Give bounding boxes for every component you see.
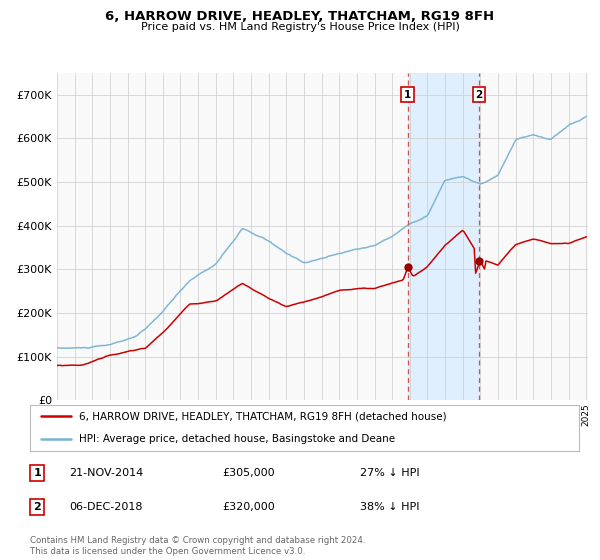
Text: HPI: Average price, detached house, Basingstoke and Deane: HPI: Average price, detached house, Basi… xyxy=(79,435,395,444)
Text: 2: 2 xyxy=(34,502,41,512)
Text: 06-DEC-2018: 06-DEC-2018 xyxy=(69,502,143,512)
Text: 2: 2 xyxy=(475,90,482,100)
Text: Price paid vs. HM Land Registry's House Price Index (HPI): Price paid vs. HM Land Registry's House … xyxy=(140,22,460,32)
Text: 1: 1 xyxy=(34,468,41,478)
Text: 21-NOV-2014: 21-NOV-2014 xyxy=(69,468,143,478)
Text: 6, HARROW DRIVE, HEADLEY, THATCHAM, RG19 8FH (detached house): 6, HARROW DRIVE, HEADLEY, THATCHAM, RG19… xyxy=(79,412,447,421)
Text: £305,000: £305,000 xyxy=(222,468,275,478)
Text: 1: 1 xyxy=(404,90,412,100)
Text: £320,000: £320,000 xyxy=(222,502,275,512)
Text: 6, HARROW DRIVE, HEADLEY, THATCHAM, RG19 8FH: 6, HARROW DRIVE, HEADLEY, THATCHAM, RG19… xyxy=(106,10,494,23)
Text: Contains HM Land Registry data © Crown copyright and database right 2024.
This d: Contains HM Land Registry data © Crown c… xyxy=(30,536,365,556)
Bar xyxy=(408,73,479,400)
Text: 27% ↓ HPI: 27% ↓ HPI xyxy=(360,468,419,478)
Text: 38% ↓ HPI: 38% ↓ HPI xyxy=(360,502,419,512)
